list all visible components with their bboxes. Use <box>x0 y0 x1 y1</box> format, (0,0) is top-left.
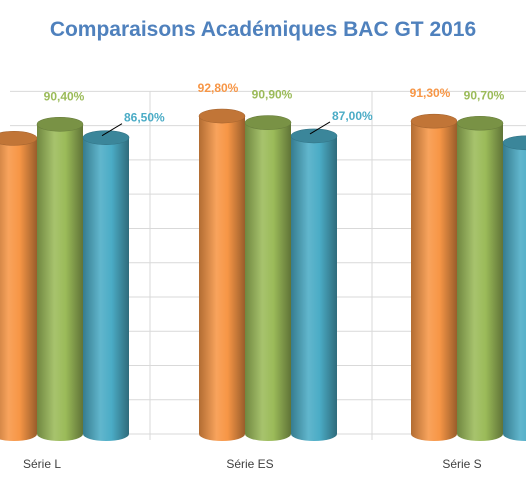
leader-line <box>101 123 123 137</box>
category-axis: Série L Série ES Série S <box>23 457 482 471</box>
category-label: Série L <box>23 457 61 471</box>
leader-layer <box>101 121 331 137</box>
bar-1-1 <box>0 131 38 441</box>
bar-2-3 <box>456 115 504 441</box>
data-label: 90,70% <box>464 88 505 102</box>
bar-1-3 <box>410 113 458 441</box>
bars-layer <box>0 108 526 442</box>
category-label: Série S <box>442 457 481 471</box>
data-label: 91,30% <box>410 86 451 100</box>
leader-line <box>309 121 331 135</box>
bar-1-2 <box>198 108 246 441</box>
bar-3-1 <box>82 130 130 441</box>
data-label: 92,80% <box>198 81 239 95</box>
bar-2-1 <box>36 116 84 441</box>
bar-3-3 <box>502 135 526 441</box>
data-label: 90,40% <box>44 89 85 103</box>
data-label: 90,90% <box>252 88 293 102</box>
labels-layer: 90,40% 86,50% 92,80% 90,90% 87,00% 91,30% 90,7… <box>44 81 505 125</box>
data-label: 86,50% <box>124 111 165 125</box>
data-label: 87,00% <box>332 109 373 123</box>
bar-3-2 <box>290 128 338 442</box>
category-label: Série ES <box>226 457 273 471</box>
bar-2-2 <box>244 115 292 441</box>
chart-title: Comparaisons Académiques BAC GT 2016 <box>50 18 476 41</box>
